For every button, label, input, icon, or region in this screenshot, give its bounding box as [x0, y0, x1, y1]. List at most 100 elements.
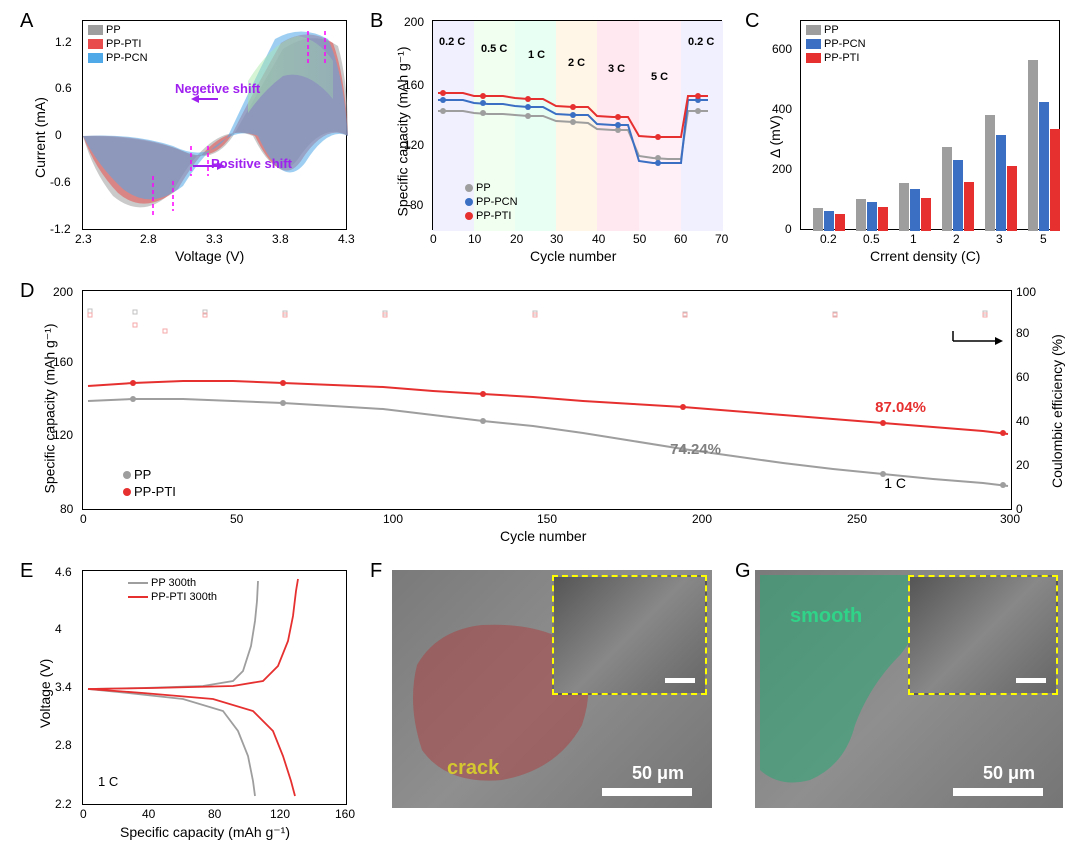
e-yt0: 2.2 [55, 797, 72, 811]
d-xt6: 300 [1000, 512, 1020, 526]
panel-e-label: E [20, 560, 33, 583]
b-yt0: 80 [410, 198, 423, 212]
d-annot-87: 87.04% [875, 399, 926, 416]
d-leg-pti: PP-PTI [134, 484, 176, 499]
panel-b-label: B [370, 10, 383, 33]
d-yt3: 200 [53, 285, 73, 299]
f-scale-bar [602, 788, 692, 796]
d-xlabel: Cycle number [500, 528, 586, 544]
panel-c-legend: PP PP-PCN PP-PTI [806, 24, 866, 66]
e-yt3: 4 [55, 622, 62, 636]
a-xt1: 2.8 [140, 232, 157, 246]
g-inset-scale [1016, 678, 1046, 683]
c-xt4: 3 [996, 232, 1003, 246]
a-yt4: 1.2 [55, 35, 72, 49]
bars [813, 60, 1060, 231]
c-ylabel: Δ (mV) [767, 98, 783, 158]
c-xt1: 0.5 [863, 232, 880, 246]
e-rate: 1 C [98, 774, 118, 789]
a-yt2: 0 [55, 128, 62, 142]
e-yt1: 2.8 [55, 738, 72, 752]
a-ylabel: Current (mA) [32, 78, 48, 178]
d-y2t3: 60 [1016, 370, 1029, 384]
c-xt2: 1 [910, 232, 917, 246]
a-xt2: 3.3 [206, 232, 223, 246]
f-overlay-label: crack [447, 757, 499, 780]
a-xt3: 3.8 [272, 232, 289, 246]
e-ylabel: Voltage (V) [37, 648, 53, 728]
g-scale-text: 50 μm [983, 763, 1035, 784]
b-xt1: 10 [468, 232, 481, 246]
b-xt0: 0 [430, 232, 437, 246]
e-xt0: 0 [80, 807, 87, 821]
panel-a-chart: PP PP-PTI PP-PCN Negetive shift Positive… [82, 20, 347, 230]
f-scale-text: 50 μm [632, 763, 684, 784]
a-xt0: 2.3 [75, 232, 92, 246]
rate-6: 0.2 C [688, 36, 714, 48]
panel-b-chart: 0.2 C 0.5 C 1 C 2 C 3 C 5 C 0.2 C PP PP-… [432, 20, 722, 230]
a-xt4: 4.3 [338, 232, 355, 246]
panel-d-chart: PP PP-PTI 87.04% 74.24% 1 C [82, 290, 1012, 510]
b-yt3: 200 [404, 15, 424, 29]
pos-shift-label: Positive shift [211, 156, 292, 171]
panel-e-chart: PP 300th PP-PTI 300th 1 C [82, 570, 347, 805]
e-leg-pp: PP 300th [151, 577, 196, 589]
panel-f-sem: crack 50 μm [392, 570, 712, 808]
b-xlabel: Cycle number [530, 248, 616, 264]
d-y2t1: 20 [1016, 458, 1029, 472]
b-xt3: 30 [550, 232, 563, 246]
b-xt6: 60 [674, 232, 687, 246]
a-xlabel: Voltage (V) [175, 248, 244, 264]
neg-shift-label: Negetive shift [175, 81, 260, 96]
a-yt3: 0.6 [55, 81, 72, 95]
legend-pp: PP [106, 24, 121, 36]
d-y2label: Coulombic efficiency (%) [1049, 318, 1065, 488]
d-y2t5: 100 [1016, 285, 1036, 299]
e-xt4: 160 [335, 807, 355, 821]
rate-4: 3 C [608, 63, 625, 75]
d-xt5: 250 [847, 512, 867, 526]
rate-0: 0.2 C [439, 36, 465, 48]
panel-f-label: F [370, 560, 382, 583]
panel-g-sem: smooth 50 μm [755, 570, 1063, 808]
panel-b-legend: PP PP-PCN PP-PTI [465, 182, 518, 224]
panel-e-legend: PP 300th PP-PTI 300th [128, 577, 217, 605]
b-leg-pcn: PP-PCN [476, 196, 518, 208]
d-y2t4: 80 [1016, 326, 1029, 340]
d-xt4: 200 [692, 512, 712, 526]
c-xt0: 0.2 [820, 232, 837, 246]
c-yt0: 0 [785, 222, 792, 236]
e-xt3: 120 [270, 807, 290, 821]
e-yt2: 3.4 [55, 680, 72, 694]
b-leg-pti: PP-PTI [476, 210, 511, 222]
d-yt0: 80 [60, 502, 73, 516]
b-xt2: 20 [510, 232, 523, 246]
panel-e-svg [83, 571, 348, 806]
c-leg-pcn: PP-PCN [824, 38, 866, 50]
g-overlay-label: smooth [790, 605, 862, 628]
panel-d-legend: PP PP-PTI [123, 467, 176, 501]
c-leg-pp: PP [824, 24, 839, 36]
f-inset [552, 575, 707, 695]
e-xlabel: Specific capacity (mAh g⁻¹) [120, 824, 290, 841]
legend-pti: PP-PTI [106, 38, 141, 50]
panel-a-label: A [20, 10, 33, 33]
panel-g-label: G [735, 560, 751, 583]
e-xt2: 80 [208, 807, 221, 821]
c-leg-pti: PP-PTI [824, 52, 859, 64]
c-yt1: 200 [772, 162, 792, 176]
c-xt5: 5 [1040, 232, 1047, 246]
panel-c-label: C [745, 10, 759, 33]
f-inset-scale [665, 678, 695, 683]
rate-3: 2 C [568, 57, 585, 69]
d-y2t2: 40 [1016, 414, 1029, 428]
b-xt5: 50 [633, 232, 646, 246]
rate-1: 0.5 C [481, 43, 507, 55]
panel-d-svg [83, 291, 1013, 511]
d-ylabel: Specific capacity (mAh g⁻¹) [42, 314, 59, 494]
e-yt4: 4.6 [55, 565, 72, 579]
b-ylabel: Specific capacity (mAh g⁻¹) [395, 37, 412, 217]
e-leg-pti: PP-PTI 300th [151, 591, 217, 603]
g-scale-bar [953, 788, 1043, 796]
d-xt0: 0 [80, 512, 87, 526]
